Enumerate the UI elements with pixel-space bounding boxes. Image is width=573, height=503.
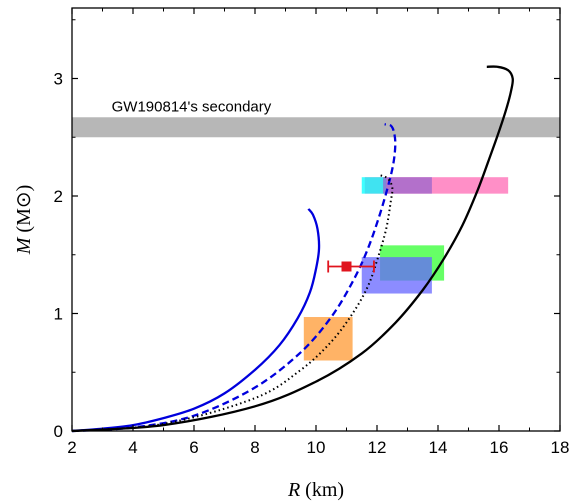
x-tick-label: 14 xyxy=(429,438,448,457)
data-point-marker xyxy=(341,261,352,272)
annotation-gw190814: GW190814's secondary xyxy=(112,98,272,115)
bands-layer xyxy=(72,117,560,138)
y-tick-label: 0 xyxy=(54,422,63,441)
x-tick-label: 2 xyxy=(67,438,76,457)
x-axis-label: R (km) xyxy=(287,479,344,501)
x-tick-label: 10 xyxy=(307,438,326,457)
curves-layer xyxy=(71,65,514,433)
y-axis-label: M (M⊙) xyxy=(13,185,35,256)
ticks-layer xyxy=(71,8,561,432)
constraint-box-1 xyxy=(361,177,387,194)
series-line-3 xyxy=(71,65,514,433)
x-tick-label: 6 xyxy=(189,438,198,457)
constraint-box-5 xyxy=(303,317,353,361)
x-tick-label: 4 xyxy=(128,438,137,457)
constraint-box-2 xyxy=(383,177,432,194)
y-tick-label: 1 xyxy=(54,305,63,324)
series-line-2 xyxy=(71,173,394,432)
boxes-layer xyxy=(303,177,509,361)
y-tick-label: 3 xyxy=(54,70,63,89)
x-tick-label: 18 xyxy=(551,438,570,457)
y-tick-label: 2 xyxy=(54,187,63,206)
x-tick-label: 16 xyxy=(490,438,509,457)
data-point-layer xyxy=(327,260,375,273)
x-tick-label: 12 xyxy=(368,438,387,457)
series-line-0 xyxy=(71,208,321,433)
series-line-1 xyxy=(71,123,397,433)
x-tick-label: 8 xyxy=(250,438,259,457)
band-0 xyxy=(72,117,560,138)
